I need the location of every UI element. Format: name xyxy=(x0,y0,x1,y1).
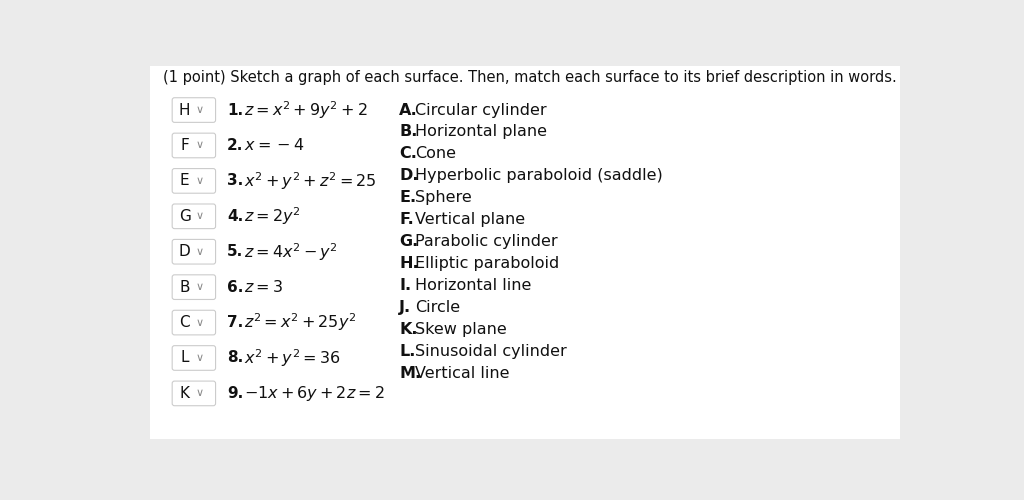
Text: K.: K. xyxy=(399,322,418,337)
Text: ∨: ∨ xyxy=(196,105,204,115)
Text: Vertical plane: Vertical plane xyxy=(415,212,525,228)
Text: 7.: 7. xyxy=(227,315,244,330)
Text: 8.: 8. xyxy=(227,350,244,366)
Text: $x^2 + y^2 + z^2 = 25$: $x^2 + y^2 + z^2 = 25$ xyxy=(245,170,377,192)
FancyBboxPatch shape xyxy=(172,381,216,406)
Text: E: E xyxy=(180,174,189,188)
FancyBboxPatch shape xyxy=(172,204,216,229)
Text: ∨: ∨ xyxy=(196,176,204,186)
Text: F.: F. xyxy=(399,212,414,228)
FancyBboxPatch shape xyxy=(172,275,216,299)
Text: ∨: ∨ xyxy=(196,246,204,256)
Text: $x = -4$: $x = -4$ xyxy=(245,138,304,154)
Text: ∨: ∨ xyxy=(196,212,204,222)
Text: Sphere: Sphere xyxy=(415,190,471,206)
Text: $z^2 = x^2 + 25y^2$: $z^2 = x^2 + 25y^2$ xyxy=(245,312,356,334)
Text: Cone: Cone xyxy=(415,146,456,162)
Text: H: H xyxy=(179,102,190,118)
Text: G: G xyxy=(178,209,190,224)
Text: ∨: ∨ xyxy=(196,318,204,328)
FancyBboxPatch shape xyxy=(172,133,216,158)
Text: Vertical line: Vertical line xyxy=(415,366,509,381)
Text: Sinusoidal cylinder: Sinusoidal cylinder xyxy=(415,344,566,359)
Text: ∨: ∨ xyxy=(196,140,204,150)
Text: 6.: 6. xyxy=(227,280,244,294)
FancyBboxPatch shape xyxy=(172,310,216,335)
Text: 1.: 1. xyxy=(227,102,244,118)
Text: 2.: 2. xyxy=(227,138,244,153)
Text: H.: H. xyxy=(399,256,419,271)
Text: $-1x + 6y + 2z = 2$: $-1x + 6y + 2z = 2$ xyxy=(245,384,385,403)
FancyBboxPatch shape xyxy=(172,98,216,122)
Text: K: K xyxy=(179,386,189,401)
Text: 3.: 3. xyxy=(227,174,244,188)
FancyBboxPatch shape xyxy=(172,346,216,370)
Text: G.: G. xyxy=(399,234,419,249)
Text: B: B xyxy=(179,280,189,294)
FancyBboxPatch shape xyxy=(172,168,216,193)
Text: D: D xyxy=(179,244,190,259)
Text: D.: D. xyxy=(399,168,419,184)
Text: Horizontal plane: Horizontal plane xyxy=(415,124,547,140)
Text: $z = x^2 + 9y^2 + 2$: $z = x^2 + 9y^2 + 2$ xyxy=(245,99,368,121)
Text: 5.: 5. xyxy=(227,244,244,259)
Text: Horizontal line: Horizontal line xyxy=(415,278,531,293)
Text: L.: L. xyxy=(399,344,416,359)
Text: $x^2 + y^2 = 36$: $x^2 + y^2 = 36$ xyxy=(245,347,341,369)
Text: 4.: 4. xyxy=(227,209,244,224)
Text: $z = 4x^2 - y^2$: $z = 4x^2 - y^2$ xyxy=(245,241,338,262)
Text: Skew plane: Skew plane xyxy=(415,322,507,337)
Text: C.: C. xyxy=(399,146,417,162)
Text: J.: J. xyxy=(399,300,412,315)
Text: Hyperbolic paraboloid (saddle): Hyperbolic paraboloid (saddle) xyxy=(415,168,663,184)
Text: Circle: Circle xyxy=(415,300,460,315)
Text: Circular cylinder: Circular cylinder xyxy=(415,102,547,118)
Text: F: F xyxy=(180,138,189,153)
Text: B.: B. xyxy=(399,124,418,140)
Text: ∨: ∨ xyxy=(196,353,204,363)
Text: L: L xyxy=(180,350,188,366)
Text: M.: M. xyxy=(399,366,421,381)
Text: Elliptic paraboloid: Elliptic paraboloid xyxy=(415,256,559,271)
Text: (1 point) Sketch a graph of each surface. Then, match each surface to its brief : (1 point) Sketch a graph of each surface… xyxy=(163,70,897,85)
FancyBboxPatch shape xyxy=(150,66,900,439)
Text: E.: E. xyxy=(399,190,417,206)
Text: $z = 3$: $z = 3$ xyxy=(245,279,283,295)
Text: Parabolic cylinder: Parabolic cylinder xyxy=(415,234,557,249)
Text: $z = 2y^2$: $z = 2y^2$ xyxy=(245,206,301,227)
FancyBboxPatch shape xyxy=(172,240,216,264)
Text: ∨: ∨ xyxy=(196,388,204,398)
Text: 9.: 9. xyxy=(227,386,244,401)
Text: A.: A. xyxy=(399,102,418,118)
Text: I.: I. xyxy=(399,278,412,293)
Text: C: C xyxy=(179,315,189,330)
Text: ∨: ∨ xyxy=(196,282,204,292)
